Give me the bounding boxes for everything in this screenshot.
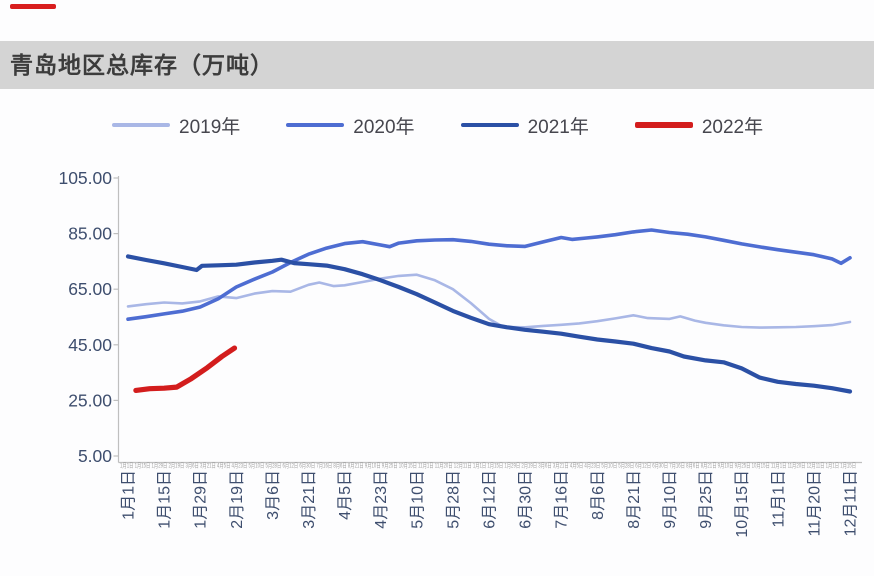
x-tick-label: 1月29日 (193, 470, 210, 529)
legend-item: 2021年 (460, 112, 589, 139)
y-tick-label: 5.00 (78, 446, 112, 466)
red-dash-decor (10, 4, 56, 9)
y-tick-label: 25.00 (68, 390, 112, 410)
series-line-0 (126, 273, 852, 329)
legend-item: 2022年 (634, 112, 764, 139)
x-tick-label: 7月16日 (554, 470, 571, 529)
legend-swatch (286, 122, 345, 128)
page-title: 青岛地区总库存（万吨） (10, 52, 274, 78)
x-tick-label: 2月19日 (229, 470, 246, 529)
x-tick-label: 9月25日 (698, 470, 715, 529)
x-axis-micro-label-strip: 1月1日 1月15日 1月29日 2月19日 3月6日 3月21日 4月5日 4… (120, 462, 856, 470)
y-tick-label: 85.00 (68, 224, 112, 244)
x-tick-label: 10月15日 (734, 470, 751, 538)
y-tick-label: 105.00 (58, 168, 112, 188)
x-tick-label: 11月1日 (770, 470, 787, 528)
x-tick-label: 1月15日 (157, 470, 174, 529)
x-tick-label: 3月6日 (265, 470, 282, 520)
x-tick-label: 3月21日 (301, 470, 318, 529)
legend-item: 2020年 (286, 112, 415, 139)
x-tick-label: 1月1日 (121, 470, 138, 520)
legend-swatch (634, 122, 693, 128)
x-tick-label: 8月21日 (626, 470, 643, 529)
x-tick-label: 5月28日 (445, 470, 462, 529)
x-tick-label: 6月30日 (518, 470, 535, 529)
x-tick-label: 5月10日 (409, 470, 426, 529)
legend-item: 2019年 (112, 112, 240, 139)
legend-swatch (112, 123, 170, 127)
x-tick-label: 12月11日 (843, 470, 860, 536)
x-tick-label: 4月5日 (337, 470, 354, 520)
y-tick-label: 65.00 (68, 279, 112, 299)
series-line-2 (125, 254, 853, 394)
series-line-1 (126, 228, 852, 322)
chart-legend: 2019年 2020年 2021年 2022年 (112, 106, 763, 144)
legend-label: 2019年 (179, 116, 241, 138)
x-tick-label: 9月10日 (662, 470, 679, 529)
x-tick-label: 8月6日 (590, 470, 607, 520)
legend-swatch (460, 122, 519, 128)
chart-title-bar: 青岛地区总库存（万吨） (0, 41, 874, 89)
series-line-3 (133, 345, 238, 393)
x-tick-label: 6月12日 (482, 470, 499, 529)
x-tick-label: 11月20日 (806, 470, 823, 536)
x-tick-label: 4月23日 (373, 470, 390, 529)
legend-label: 2020年 (353, 116, 415, 138)
legend-label: 2022年 (701, 116, 764, 138)
y-tick-label: 45.00 (68, 335, 112, 355)
legend-label: 2021年 (527, 116, 589, 138)
